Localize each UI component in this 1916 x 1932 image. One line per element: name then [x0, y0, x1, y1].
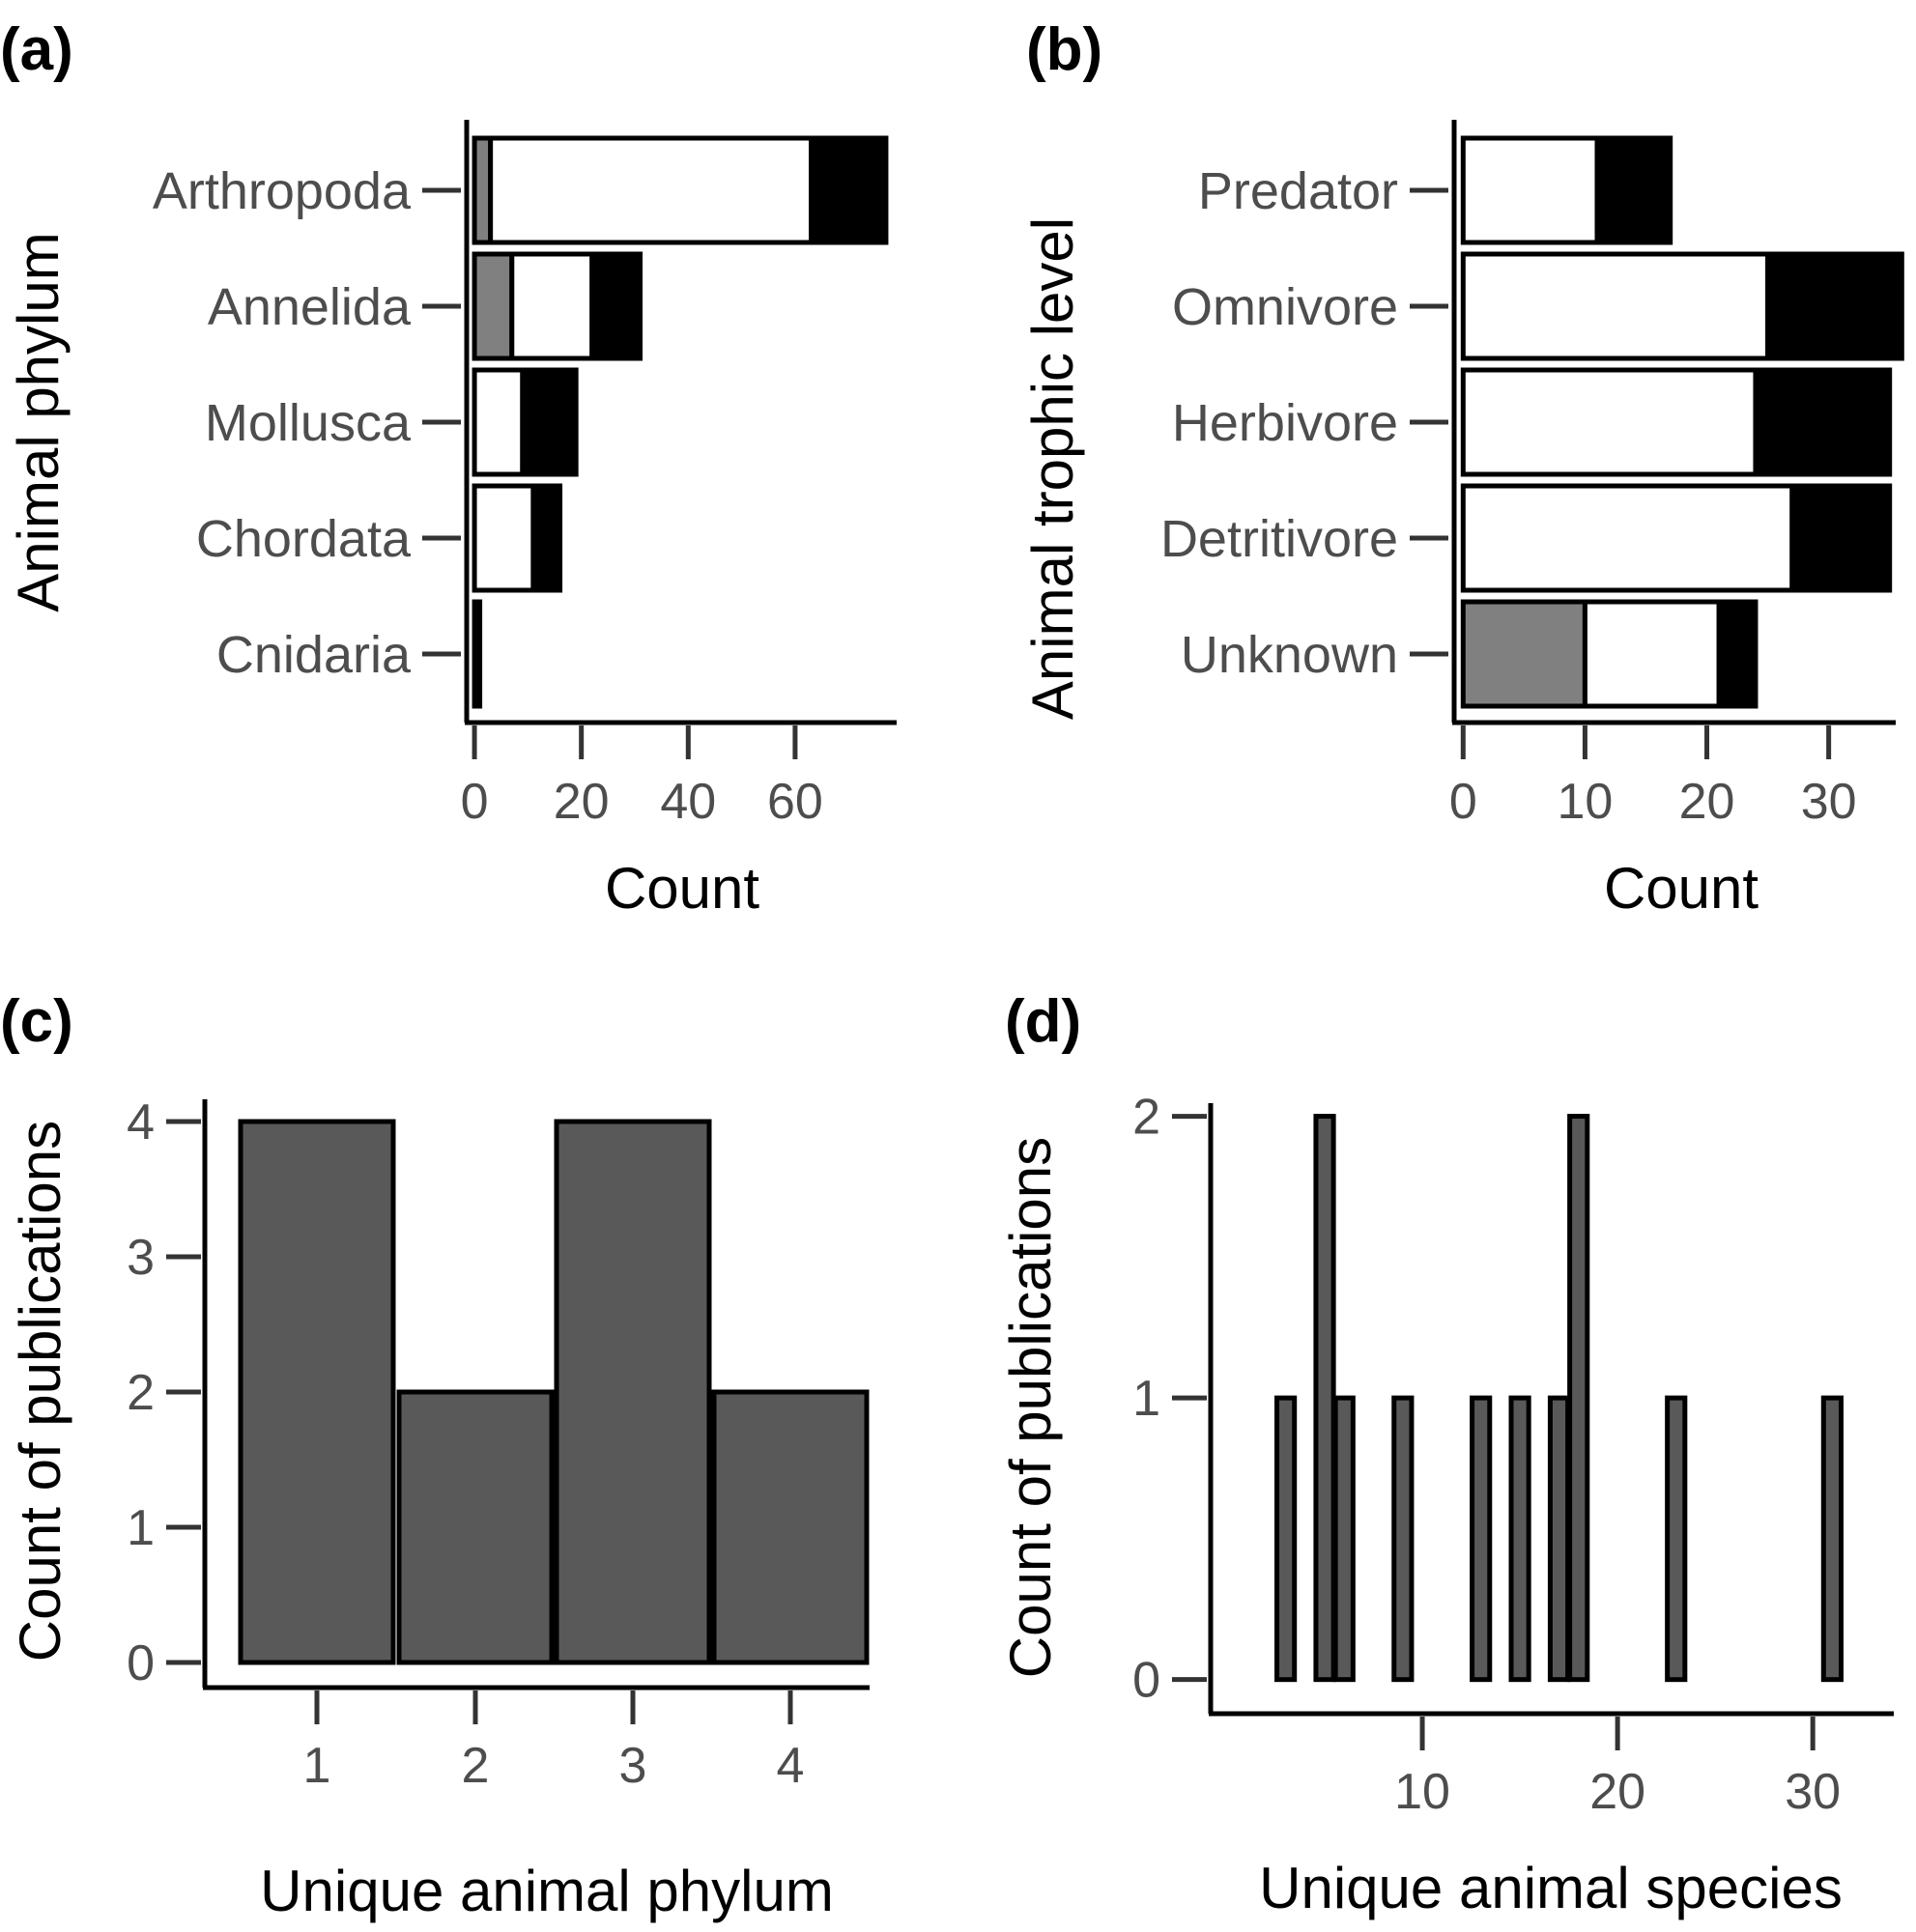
panel-a-xtick-label-20: 20	[554, 774, 610, 830]
panel-a-bar-annelida-s1	[472, 251, 515, 361]
panel-b-bar-detritivore-s3	[1789, 483, 1893, 593]
panel-a-xtick-label-60: 60	[767, 774, 823, 830]
panel-d-x-axis-title: Unique animal species	[1259, 1856, 1843, 1920]
panel-b-bar-herbivore-s3	[1753, 367, 1893, 477]
panel-c-ytick-label-1: 1	[127, 1500, 155, 1556]
panel-b-bar-unknown-s2	[1582, 599, 1722, 709]
chart-panel-b: Predator Omnivore Herbivore Detritivore Unkn…	[1020, 120, 1904, 921]
panel-a-y-axis-title: Animal phylum	[6, 232, 71, 612]
panel-c-label: (c)	[0, 988, 73, 1055]
panel-a-bar-arthropoda-s3	[809, 135, 889, 245]
panel-b-category-label-omnivore: Omnivore	[1172, 278, 1398, 336]
chart-panel-d: 10 20 30 0 1 2 Unique animal species Count of p…	[998, 1090, 1894, 1920]
panel-d-bar-x31	[1820, 1395, 1844, 1683]
panel-d-ytick-label-1: 1	[1132, 1371, 1160, 1427]
panel-d-label: (d)	[1005, 988, 1081, 1055]
panel-a-bar-arthropoda-s2	[488, 135, 815, 245]
panel-d-xtick-label-10: 10	[1394, 1764, 1450, 1820]
panel-d-y-axis-title: Count of publications	[998, 1137, 1063, 1678]
panel-c-ytick-label-4: 4	[127, 1094, 155, 1151]
panel-c-ytick-label-2: 2	[127, 1365, 155, 1421]
panel-b-bar-unknown-s3	[1716, 599, 1759, 709]
panel-a-bar-chordata-s2	[472, 483, 536, 593]
panel-b-bar-omnivore-s3	[1765, 251, 1904, 361]
panel-b-bar-detritivore-s2	[1460, 483, 1795, 593]
panel-b-category-label-herbivore: Herbivore	[1172, 394, 1398, 452]
panel-d-bar-x13	[1470, 1395, 1493, 1683]
panel-d-bar-x3	[1274, 1395, 1298, 1683]
panel-b-bar-herbivore-s2	[1460, 367, 1759, 477]
panel-d-bar-x23	[1665, 1395, 1688, 1683]
panel-a-category-label-arthropoda: Arthropoda	[153, 162, 412, 220]
panel-c-xtick-label-2: 2	[462, 1738, 490, 1794]
panel-d-xtick-label-20: 20	[1589, 1764, 1645, 1820]
panel-a-x-axis-title: Count	[605, 856, 759, 921]
panel-c-bar-1	[238, 1119, 396, 1665]
panel-d-bar-x17	[1547, 1395, 1571, 1683]
panel-d-ytick-label-2: 2	[1132, 1090, 1160, 1146]
panel-b-xtick-label-30: 30	[1801, 774, 1857, 830]
panel-a-bar-mollusca-s3	[520, 367, 579, 477]
panel-a-bar-mollusca-s2	[472, 367, 526, 477]
panel-c-y-axis-title: Count of publications	[8, 1121, 72, 1662]
panel-c-ytick-label-3: 3	[127, 1230, 155, 1286]
panel-a-category-label-cnidaria: Cnidaria	[216, 626, 412, 684]
panel-b-bar-omnivore-s2	[1460, 251, 1771, 361]
panel-c-xtick-label-4: 4	[777, 1738, 805, 1794]
panel-b-y-axis-title: Animal trophic level	[1020, 217, 1085, 720]
chart-panel-a: Arthropoda Annelida Mollusca Chordata Cnidar…	[6, 120, 897, 921]
panel-c-x-axis-title: Unique animal phylum	[260, 1859, 834, 1923]
panel-b-category-label-detritivore: Detritivore	[1160, 510, 1398, 568]
panel-d-bar-x5	[1313, 1114, 1336, 1683]
panel-a-label: (a)	[0, 16, 73, 83]
panel-d-bar-x6	[1332, 1395, 1356, 1683]
panel-b-bar-predator-s2	[1460, 135, 1600, 245]
panel-d-ytick-label-0: 0	[1132, 1653, 1160, 1709]
panel-c-bar-4	[711, 1389, 870, 1665]
panel-d-xtick-label-30: 30	[1785, 1764, 1841, 1820]
panel-a-xtick-label-40: 40	[660, 774, 716, 830]
panel-d-bar-x18	[1567, 1114, 1590, 1683]
panel-b-label: (b)	[1026, 16, 1102, 83]
panel-b-category-label-unknown: Unknown	[1181, 626, 1398, 684]
panel-c-bar-2	[396, 1389, 555, 1665]
panel-a-bar-cnidaria-s3	[472, 599, 483, 709]
panel-b-xtick-label-10: 10	[1557, 774, 1613, 830]
panel-c-ytick-label-0: 0	[127, 1635, 155, 1691]
panel-a-category-label-chordata: Chordata	[196, 510, 412, 568]
panel-b-bar-predator-s3	[1594, 135, 1673, 245]
panel-c-bar-3	[554, 1119, 712, 1665]
panel-a-category-label-annelida: Annelida	[208, 278, 412, 336]
panel-b-bar-unknown-s1	[1460, 599, 1587, 709]
panel-a-bar-annelida-s2	[509, 251, 595, 361]
panel-a-bar-chordata-s3	[530, 483, 563, 593]
panel-b-x-axis-title: Count	[1604, 856, 1759, 921]
panel-c-xtick-label-3: 3	[619, 1738, 647, 1794]
panel-a-category-label-mollusca: Mollusca	[205, 394, 412, 452]
panel-b-xtick-label-0: 0	[1449, 774, 1477, 830]
panel-b-category-label-predator: Predator	[1198, 162, 1398, 220]
panel-d-bar-x9	[1391, 1395, 1415, 1683]
panel-a-bar-annelida-s3	[589, 251, 643, 361]
panel-c-xtick-label-1: 1	[303, 1738, 331, 1794]
panel-b-xtick-label-20: 20	[1679, 774, 1735, 830]
chart-panel-c: 1 2 3 4 0 1 2 3 4 Unique animal phylum Count of pu…	[8, 1094, 870, 1923]
panel-d-bar-x15	[1508, 1395, 1531, 1683]
panel-a-xtick-label-0: 0	[461, 774, 489, 830]
